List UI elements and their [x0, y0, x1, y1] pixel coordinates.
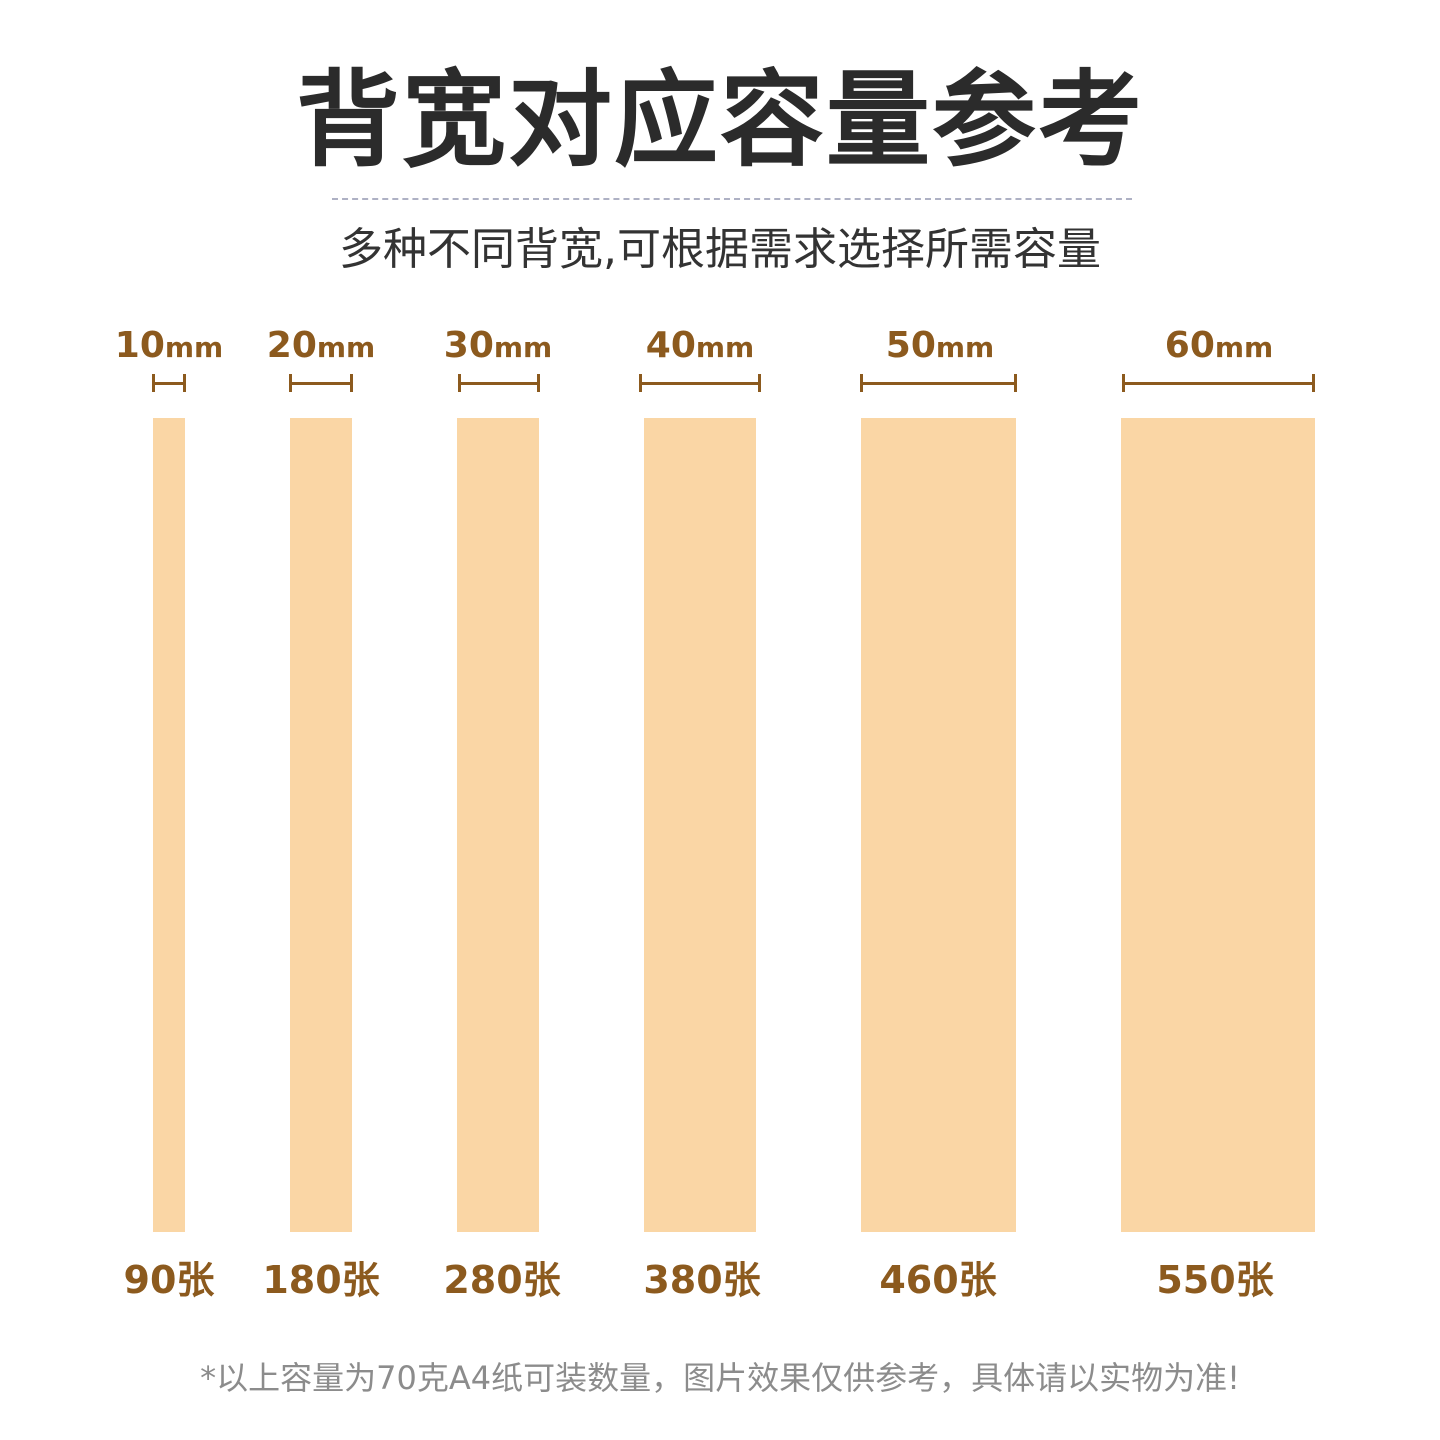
page-title: 背宽对应容量参考	[295, 59, 1144, 181]
dimension-line	[152, 374, 186, 392]
dimension-line	[639, 374, 761, 392]
capacity-label: 280张	[443, 1258, 561, 1302]
width-label: 50mm	[885, 325, 995, 366]
title-divider	[332, 198, 1132, 200]
width-label: 60mm	[1164, 325, 1274, 366]
capacity-label: 460张	[879, 1258, 997, 1302]
dimension-line	[1122, 374, 1315, 392]
dimension-line	[860, 374, 1017, 392]
spine-bar	[1121, 418, 1315, 1232]
width-label: 40mm	[645, 325, 755, 366]
dimension-line	[458, 374, 540, 392]
spine-bar	[153, 418, 185, 1232]
capacity-label: 550张	[1156, 1258, 1274, 1302]
width-label: 10mm	[114, 325, 224, 366]
spine-bar	[290, 418, 352, 1232]
spine-bar	[457, 418, 539, 1232]
width-label: 20mm	[266, 325, 376, 366]
spine-bar	[861, 418, 1016, 1232]
spine-bar	[644, 418, 756, 1232]
capacity-label: 380张	[643, 1258, 761, 1302]
footnote: *以上容量为70克A4纸可装数量，图片效果仅供参考，具体请以实物为准!	[200, 1359, 1240, 1397]
width-label: 30mm	[443, 325, 553, 366]
capacity-label: 90张	[123, 1258, 215, 1302]
dimension-line	[289, 374, 353, 392]
page-subtitle: 多种不同背宽,可根据需求选择所需容量	[339, 224, 1101, 275]
capacity-label: 180张	[262, 1258, 380, 1302]
